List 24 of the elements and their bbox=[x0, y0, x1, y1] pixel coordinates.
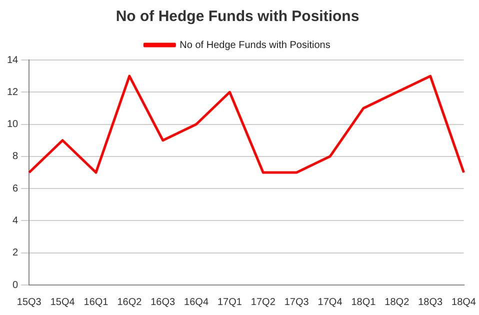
x-tick-label: 16Q2 bbox=[117, 296, 142, 308]
y-tick-label: 10 bbox=[7, 119, 19, 130]
x-tick-label: 18Q2 bbox=[384, 296, 410, 308]
x-tick-label: 18Q1 bbox=[351, 296, 376, 308]
x-tick-label: 16Q4 bbox=[184, 296, 209, 308]
x-tick-label: 16Q3 bbox=[150, 296, 176, 308]
y-tick-label: 6 bbox=[12, 183, 19, 194]
x-tick-label: 18Q4 bbox=[452, 296, 476, 308]
x-tick-label: 18Q3 bbox=[418, 296, 443, 308]
x-tick-label: 17Q4 bbox=[318, 296, 343, 308]
x-tick-label: 17Q2 bbox=[250, 296, 276, 308]
y-tick-label: 8 bbox=[12, 151, 19, 162]
y-tick-label: 0 bbox=[12, 280, 19, 291]
y-tick-label: 12 bbox=[7, 86, 19, 98]
x-tick-label: 17Q1 bbox=[217, 296, 242, 308]
x-tick-label: 15Q3 bbox=[16, 296, 42, 308]
x-tick-label: 16Q1 bbox=[84, 296, 109, 308]
y-tick-label: 14 bbox=[7, 54, 19, 66]
chart-title: No of Hedge Funds with Positions bbox=[116, 8, 360, 26]
legend-label: No of Hedge Funds with Positions bbox=[180, 40, 330, 51]
y-tick-label: 4 bbox=[12, 215, 19, 226]
x-tick-label: 17Q3 bbox=[284, 296, 310, 308]
y-tick-label: 2 bbox=[12, 248, 19, 259]
x-tick-label: 15Q4 bbox=[50, 296, 76, 308]
